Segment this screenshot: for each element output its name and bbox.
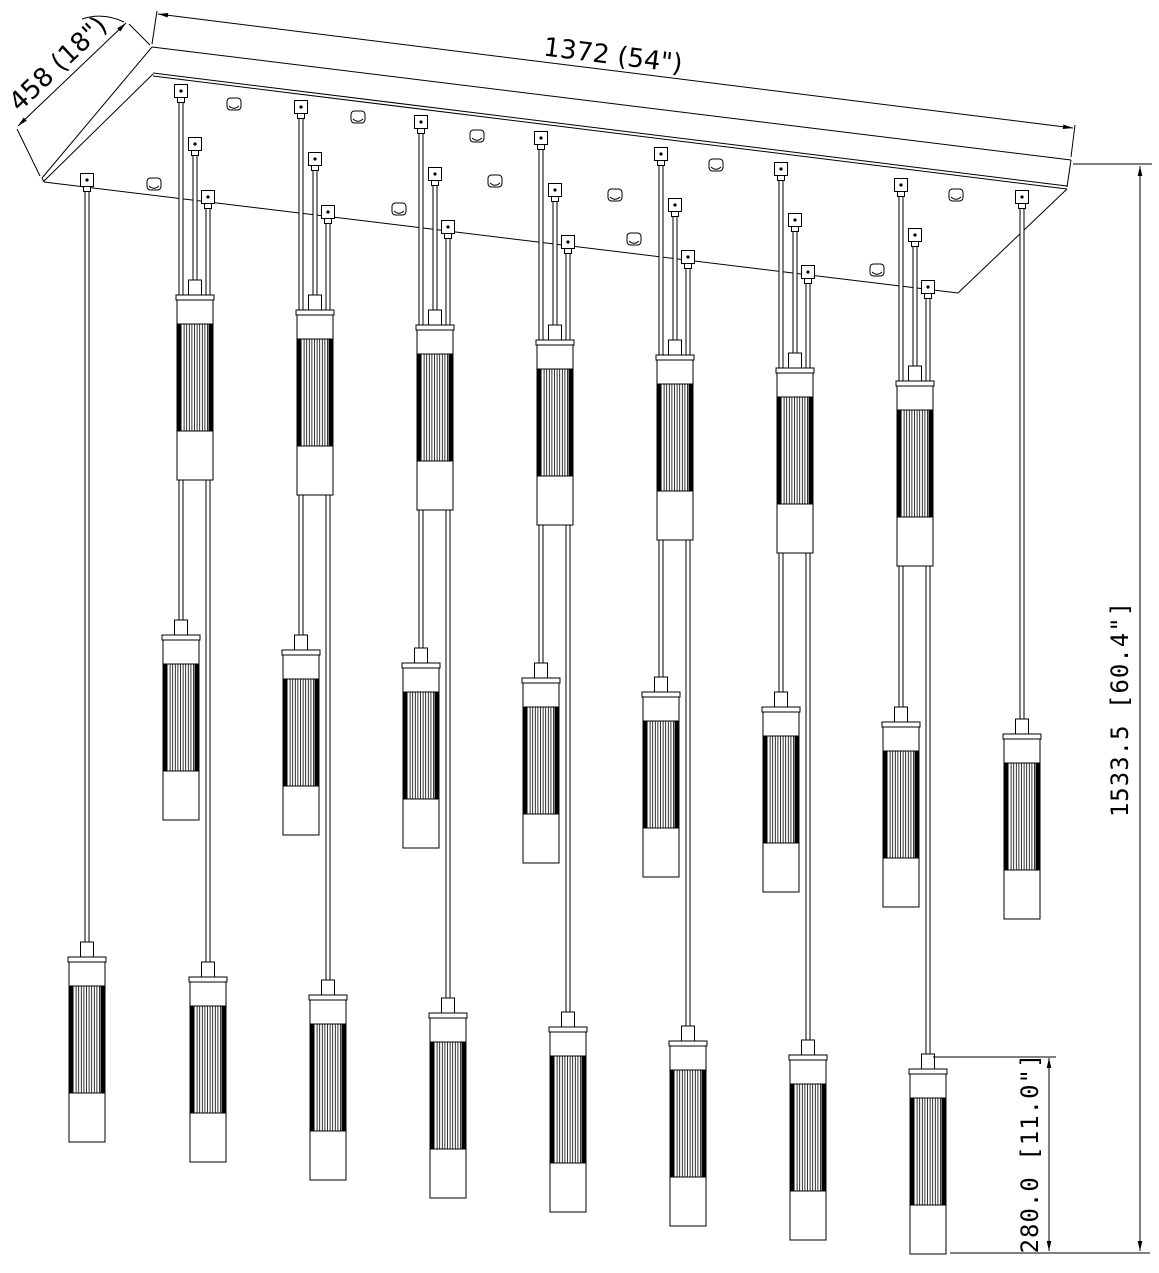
lamp-length-dimension-label: 280.0 [11.0"] — [1016, 1053, 1044, 1254]
pendant-lamp-top-7 — [895, 365, 935, 567]
pendant-mount-bot-2 — [321, 205, 335, 981]
pendant-lamp-top-2 — [295, 294, 335, 496]
pendant-mount-mid-8 — [1015, 190, 1029, 720]
pendant-lamp-mid-6 — [761, 691, 801, 893]
canopy-holes — [146, 97, 964, 277]
dimension-height — [950, 163, 1152, 1254]
pendant-lamp-mid-1 — [161, 619, 201, 821]
canopy-hole — [146, 177, 162, 191]
canopy-width-dimension-label: 1372 (54") — [542, 33, 684, 80]
dimension-width — [151, 10, 1076, 158]
pendant-lamp-bot-5 — [668, 1025, 708, 1227]
pendant-mount-bot-0 — [80, 173, 94, 943]
pendant-lamp-mid-8 — [1002, 718, 1042, 920]
pendant-lamp-bot-3 — [428, 997, 468, 1199]
dimension-depth — [16, 15, 151, 177]
canopy-hole — [708, 158, 724, 172]
pendant-lamp-bot-6 — [788, 1039, 828, 1241]
pendant-lamp-top-4 — [535, 324, 575, 526]
canopy-hole — [226, 97, 242, 111]
canopy-hole — [469, 129, 485, 143]
canopy-depth-dimension-label: 458 (18") — [4, 11, 114, 118]
pendant-lamp-bot-4 — [548, 1011, 588, 1213]
pendant-lamp-top-6 — [775, 352, 815, 554]
pendant-lamp-bot-7 — [908, 1053, 948, 1255]
pendant-lamp-mid-4 — [521, 662, 561, 864]
pendant-mount-top-7 — [908, 228, 922, 367]
canopy-hole — [626, 232, 642, 246]
pendant-lamp-bot-0 — [67, 941, 107, 1143]
pendant-lamps — [67, 279, 1042, 1255]
pendant-lamp-mid-7 — [881, 706, 921, 908]
canopy-hole — [869, 263, 885, 277]
canopy-hole — [948, 188, 964, 202]
overall-height-dimension-label: 1533.5 [60.4"] — [1106, 601, 1134, 817]
pendant-mount-top-5 — [668, 198, 682, 341]
pendant-lamp-mid-5 — [641, 676, 681, 878]
pendant-lamp-top-3 — [415, 309, 455, 511]
pendant-lamp-top-1 — [175, 279, 215, 481]
pendant-mount-top-6 — [788, 213, 802, 354]
pendant-lamp-mid-2 — [281, 634, 321, 836]
canopy-hole — [350, 110, 366, 124]
dimension-lamp — [933, 1056, 1056, 1251]
pendant-lamp-mid-3 — [401, 647, 441, 849]
canopy-hole — [487, 174, 503, 188]
dimension-lines — [16, 10, 1152, 1254]
pendant-lamp-bot-2 — [308, 979, 348, 1181]
pendant-lamp-bot-1 — [188, 961, 228, 1163]
canopy-hole — [391, 202, 407, 216]
canopy-hole — [607, 188, 623, 202]
pendant-lamp-top-5 — [655, 339, 695, 541]
